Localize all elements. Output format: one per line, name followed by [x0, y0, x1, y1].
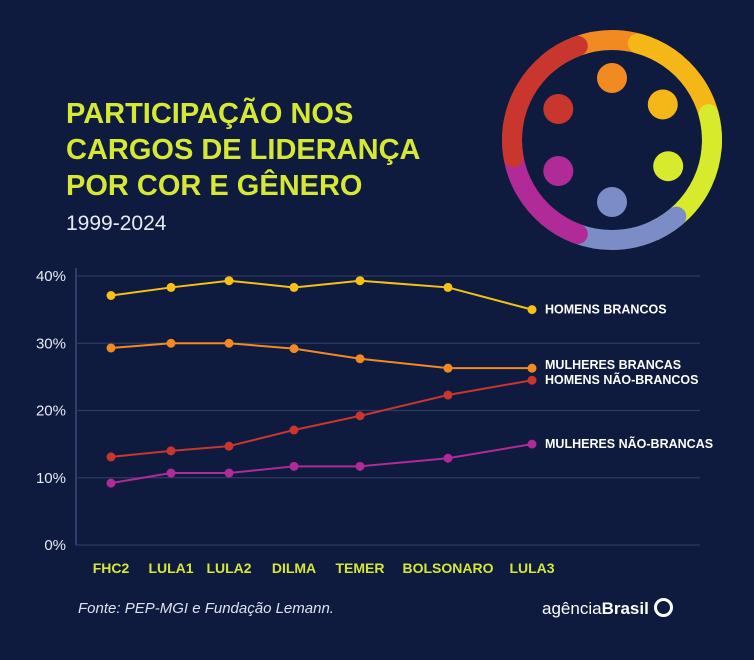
data-point: [224, 338, 234, 348]
x-tick-label: DILMA: [272, 560, 316, 576]
data-point: [443, 453, 453, 463]
data-point: [224, 276, 234, 286]
data-point: [106, 478, 116, 488]
data-point: [443, 390, 453, 400]
data-point: [443, 363, 453, 373]
series-label: MULHERES NÃO-BRANCAS: [545, 436, 713, 451]
data-point: [355, 354, 365, 364]
series-label: HOMENS NÃO-BRANCOS: [545, 372, 698, 387]
title-line: PARTICIPAÇÃO NOS: [66, 98, 354, 130]
data-point: [289, 344, 299, 354]
agencia-brasil-logo: agênciaBrasil: [542, 598, 673, 619]
data-point: [355, 276, 365, 286]
data-point: [355, 411, 365, 421]
data-point: [289, 282, 299, 292]
figure-head: [597, 187, 627, 217]
brand-mark-icon: [653, 598, 673, 617]
series-line: [110, 342, 532, 370]
series-line: [110, 379, 533, 458]
figure-head: [597, 63, 627, 93]
x-tick-label: LULA2: [206, 560, 251, 576]
source-note: Fonte: PEP-MGI e Fundação Lemann.: [78, 600, 334, 617]
figure-head: [543, 94, 574, 124]
data-point: [106, 291, 116, 301]
x-tick-label: TEMER: [336, 560, 385, 576]
series-label: HOMENS BRANCOS: [545, 303, 667, 317]
data-point: [166, 338, 176, 348]
data-point: [527, 305, 537, 315]
data-point: [166, 468, 176, 478]
x-tick-label: BOLSONARO: [403, 560, 494, 576]
brand-name: Brasil: [601, 599, 649, 618]
data-point: [166, 282, 176, 292]
data-point: [355, 461, 365, 471]
y-tick-label: 30%: [36, 335, 66, 352]
data-point: [289, 425, 299, 435]
data-point: [106, 343, 116, 353]
data-point: [527, 375, 537, 385]
chart-title: PARTICIPAÇÃO NOS CARGOS DE LIDERANÇA POR…: [66, 96, 420, 204]
data-point: [289, 461, 299, 471]
data-point: [224, 468, 234, 478]
y-tick-label: 0%: [44, 537, 66, 554]
figure-head: [543, 156, 574, 186]
data-point: [527, 363, 537, 373]
figure-head: [653, 151, 684, 182]
y-tick-label: 40%: [36, 268, 66, 285]
data-point: [224, 441, 234, 451]
x-tick-label: FHC2: [93, 560, 130, 576]
data-point: [166, 446, 176, 456]
title-line: CARGOS DE LIDERANÇA: [66, 134, 421, 166]
x-tick-label: LULA1: [148, 560, 193, 576]
y-tick-label: 20%: [36, 403, 66, 420]
figure-head: [647, 89, 678, 120]
brand-prefix: agência: [542, 599, 602, 618]
data-point: [106, 452, 116, 462]
chart-subtitle: 1999-2024: [66, 212, 167, 235]
y-tick-label: 10%: [36, 470, 66, 487]
x-tick-label: LULA3: [509, 560, 554, 576]
data-point: [443, 282, 453, 292]
title-line: POR COR E GÊNERO: [66, 170, 363, 202]
series-label: MULHERES BRANCAS: [545, 358, 681, 372]
figure-arm: [502, 36, 588, 168]
data-point: [527, 439, 537, 449]
